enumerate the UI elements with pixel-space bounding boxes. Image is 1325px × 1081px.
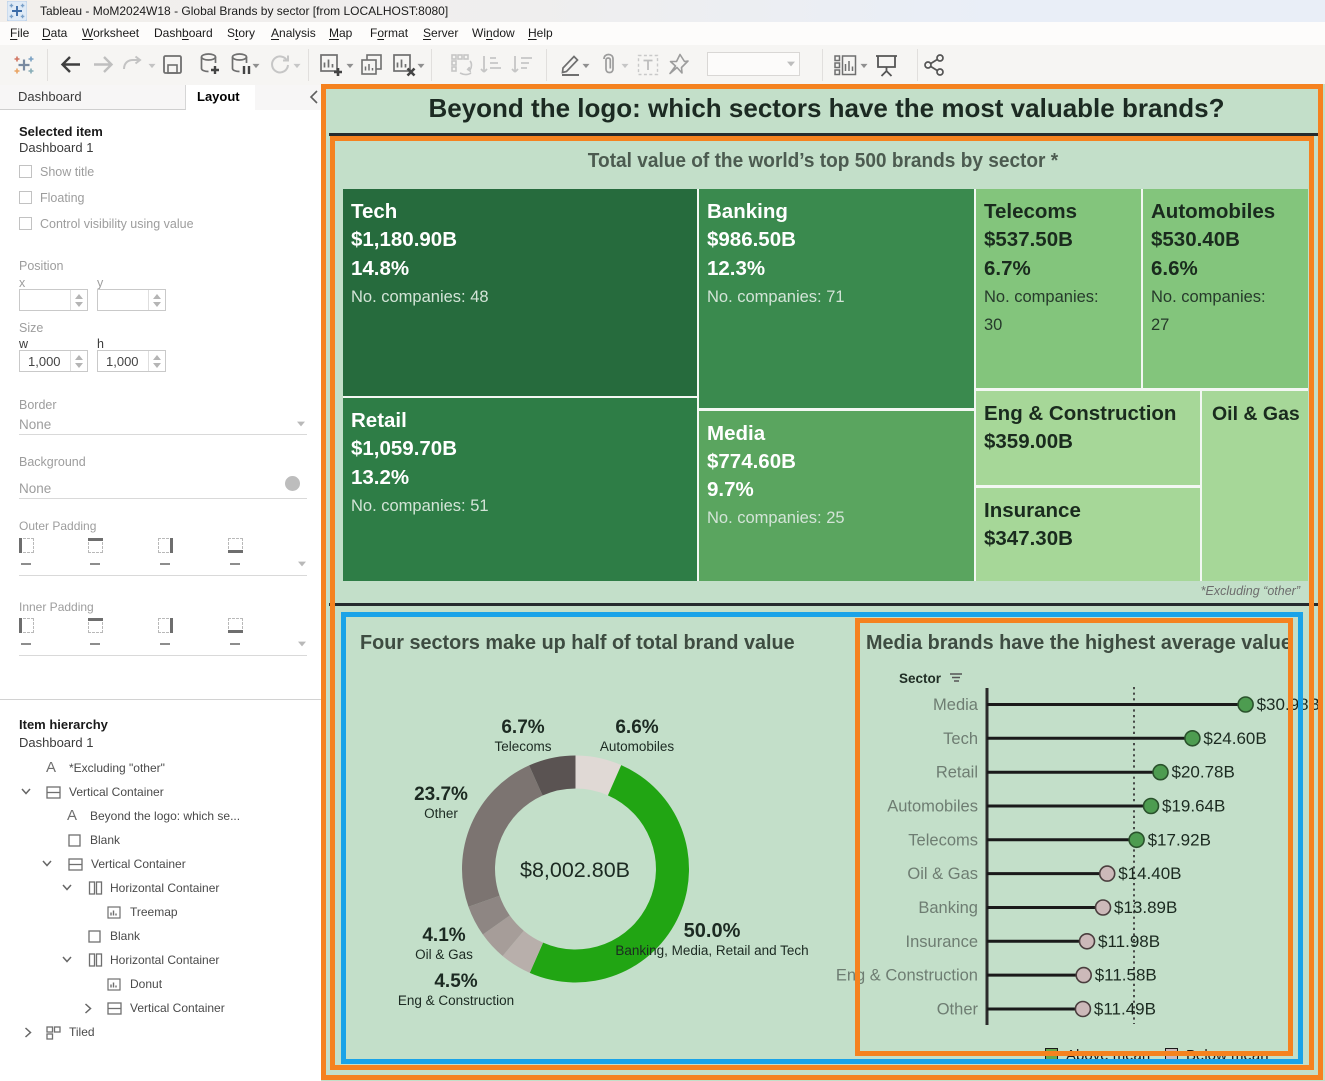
svg-text:Sector: Sector xyxy=(899,671,942,686)
svg-text:$20.78B: $20.78B xyxy=(1172,763,1235,782)
svg-text:$19.64B: $19.64B xyxy=(1162,797,1225,816)
svg-text:Tech: Tech xyxy=(943,730,978,748)
svg-text:Banking: Banking xyxy=(918,899,978,917)
svg-text:Retail: Retail xyxy=(936,764,978,782)
svg-text:$30.98B: $30.98B xyxy=(1257,695,1320,714)
svg-text:$13.89B: $13.89B xyxy=(1114,898,1177,917)
svg-text:$11.49B: $11.49B xyxy=(1094,1000,1156,1019)
svg-text:$11.58B: $11.58B xyxy=(1095,966,1157,985)
svg-text:$17.92B: $17.92B xyxy=(1148,830,1211,849)
svg-text:Automobiles: Automobiles xyxy=(887,798,978,816)
svg-text:$14.40B: $14.40B xyxy=(1118,864,1181,883)
svg-text:Other: Other xyxy=(937,1001,979,1019)
svg-text:$11.98B: $11.98B xyxy=(1098,932,1160,951)
svg-text:Insurance: Insurance xyxy=(906,933,978,951)
svg-text:Eng & Construction: Eng & Construction xyxy=(836,967,978,985)
svg-text:Media: Media xyxy=(933,696,979,714)
svg-text:Oil & Gas: Oil & Gas xyxy=(907,865,978,883)
svg-text:$24.60B: $24.60B xyxy=(1203,729,1266,748)
svg-text:Telecoms: Telecoms xyxy=(908,831,978,849)
